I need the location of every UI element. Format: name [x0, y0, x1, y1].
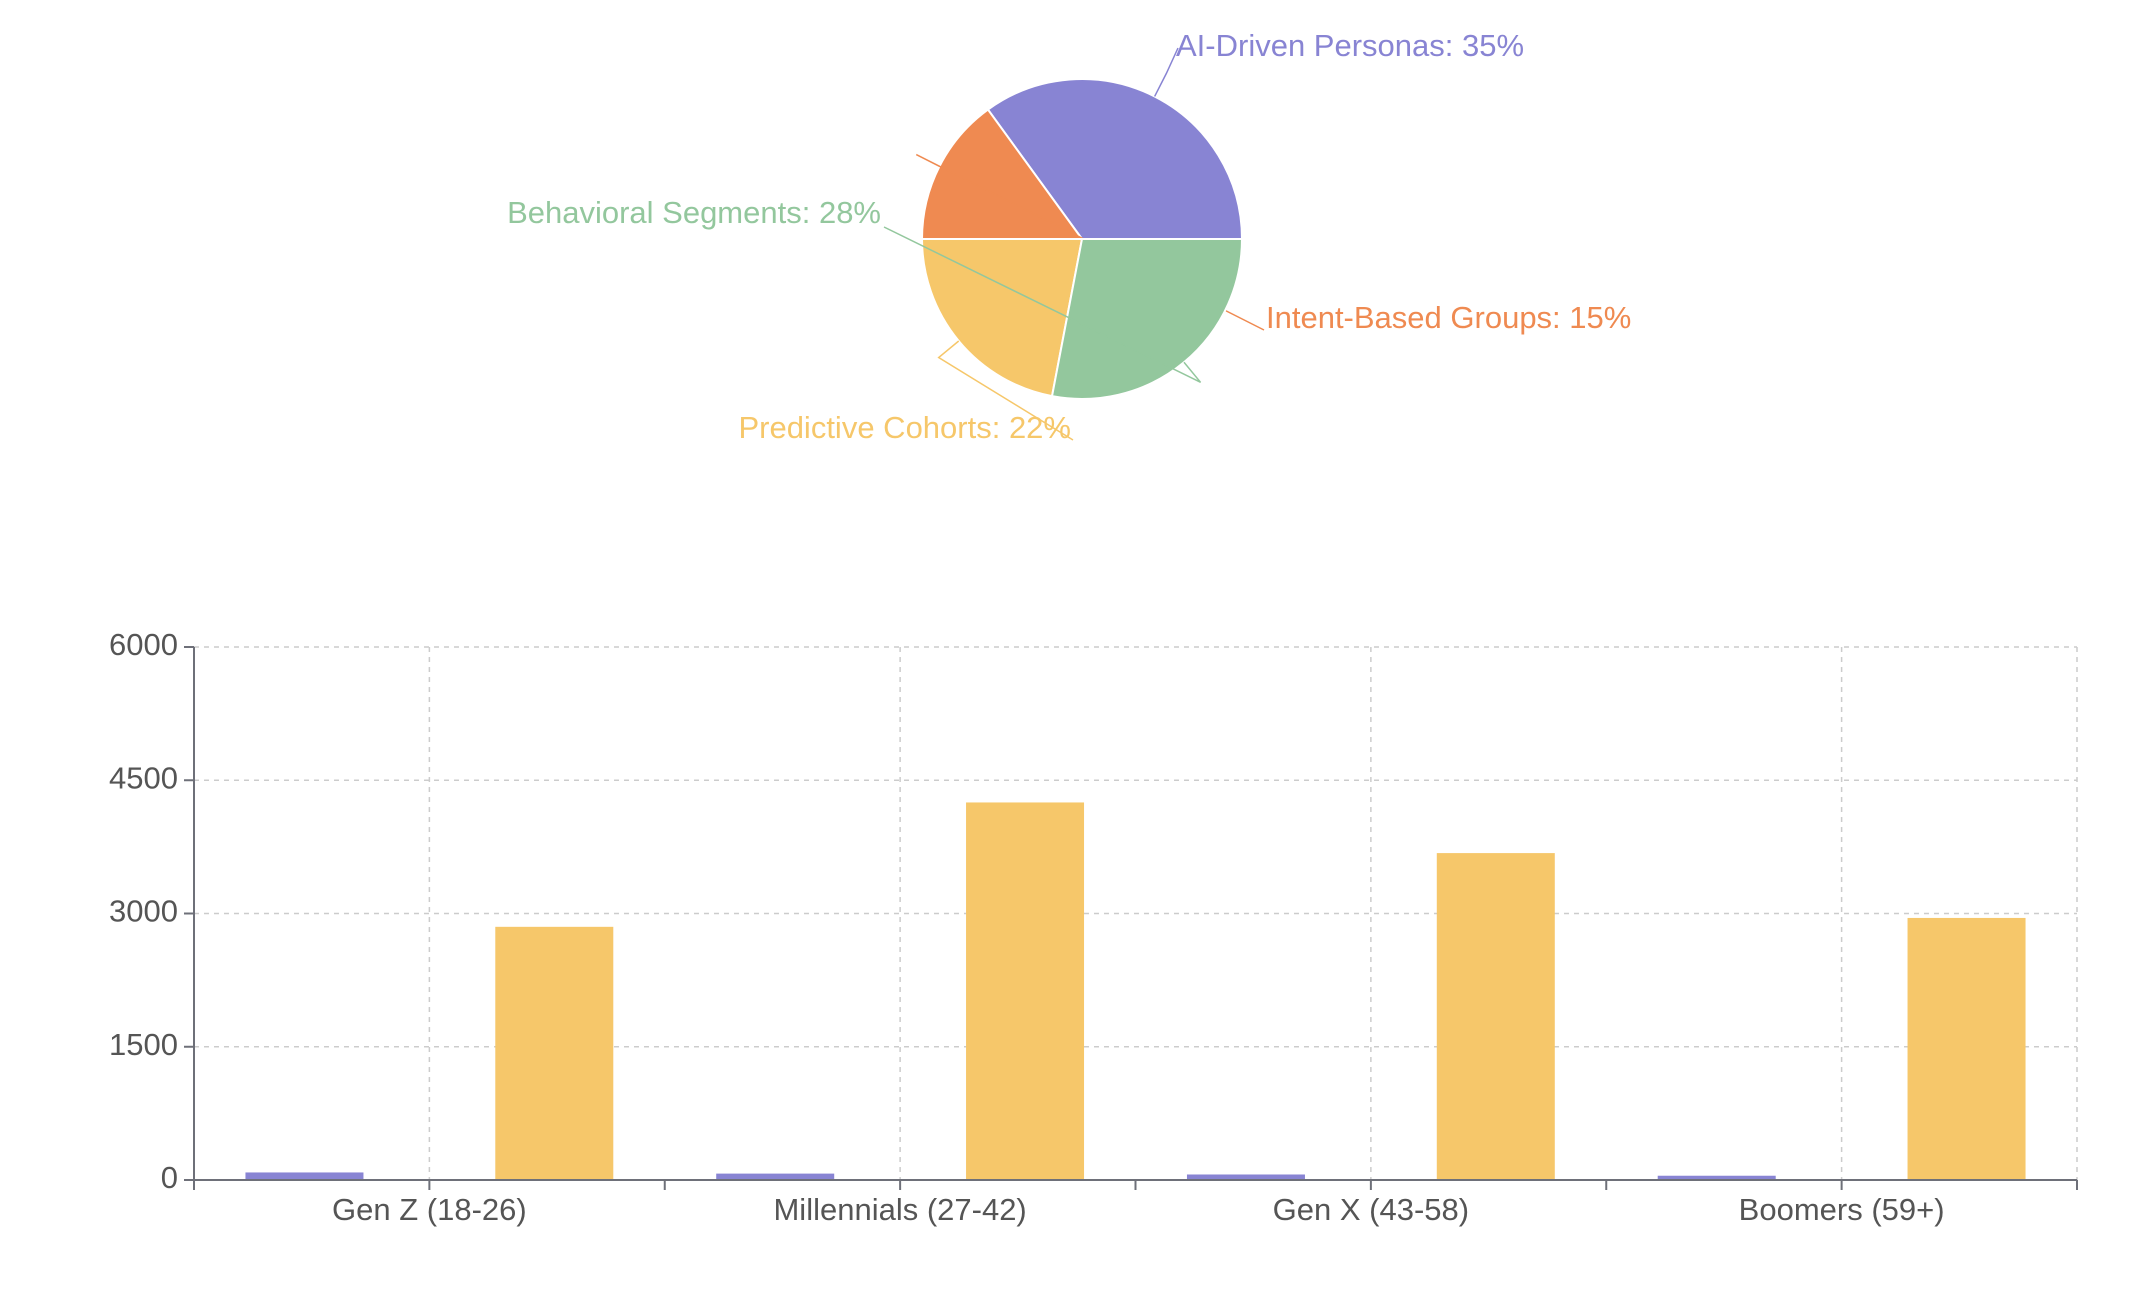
x-tick-label-boomers-59: Boomers (59+) [1739, 1192, 1945, 1227]
pie-leader-line-behavioral-segments [883, 226, 1202, 383]
y-tick-label: 4500 [109, 760, 178, 795]
pie-label-predictive-cohorts: Predictive Cohorts: 22% [738, 410, 1071, 445]
pie-slice-predictive-cohorts[interactable] [920, 238, 1084, 398]
x-tick-label-gen-x-43-58: Gen X (43-58) [1273, 1192, 1469, 1227]
y-tick-label: 6000 [109, 627, 178, 662]
bar-series-1-gen-x-43-58[interactable] [1186, 1174, 1305, 1180]
bar-series-1-gen-z-18-26[interactable] [245, 1172, 364, 1180]
pie-label-ai-driven-personas: AI-Driven Personas: 35% [1176, 28, 1524, 63]
y-tick-label: 0 [161, 1160, 178, 1195]
pie-chart: AI-Driven Personas: 35% Intent-Based Grou… [507, 28, 1631, 445]
x-tick-label-gen-z-18-26: Gen Z (18-26) [332, 1192, 527, 1227]
bar-series-1-millennials-27-42[interactable] [716, 1173, 835, 1180]
y-tick-label: 3000 [109, 894, 178, 929]
pie-leader-line-ai-driven-personas [1153, 47, 1179, 97]
pie-label-behavioral-segments: Behavioral Segments: 28% [507, 195, 881, 230]
pie-slice-behavioral-segments[interactable] [1050, 238, 1244, 400]
bar-series-3-boomers-59[interactable] [1907, 917, 2026, 1180]
x-tick-label-millennials-27-42: Millennials (27-42) [773, 1192, 1026, 1227]
bar-chart: 0 1500 3000 4500 6000 Gen Z (18-26) Millennial… [109, 627, 2078, 1227]
pie-leader-line-predictive-cohorts [937, 340, 1074, 441]
bar-series-1-boomers-59[interactable] [1657, 1175, 1776, 1180]
bar-series-3-gen-z-18-26[interactable] [495, 926, 614, 1180]
pie-label-intent-based-groups: Intent-Based Groups: 15% [1266, 300, 1631, 335]
bar-series-3-millennials-27-42[interactable] [966, 802, 1085, 1180]
y-tick-label: 1500 [109, 1027, 178, 1062]
bar-series-3-gen-x-43-58[interactable] [1436, 853, 1555, 1180]
